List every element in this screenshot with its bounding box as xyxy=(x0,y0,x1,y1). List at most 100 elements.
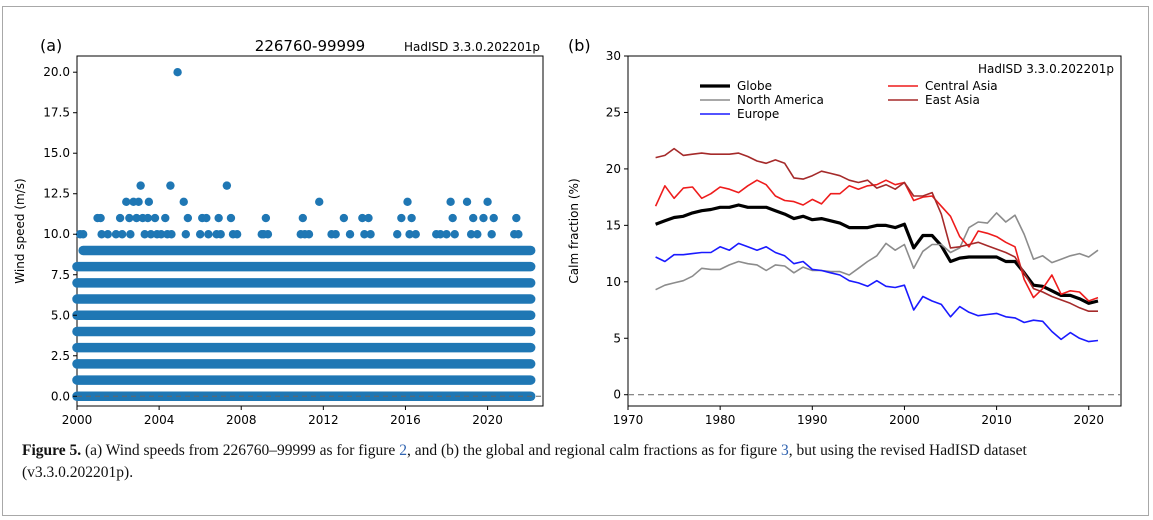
panel-a-scatter: 226760-99999 HadISD 3.3.0.202201p Wind s… xyxy=(13,37,544,427)
legend-label-europe: Europe xyxy=(737,107,779,121)
wind-point-75 xyxy=(473,230,482,239)
caption-text-3: , but using the revised HadISD dataset (… xyxy=(22,442,1027,481)
legend-label-globe: Globe xyxy=(737,79,772,93)
ytick-label-15: 15 xyxy=(606,218,621,232)
wind-point-11 xyxy=(126,230,135,239)
wind-point-57 xyxy=(360,230,369,239)
wind-point-32 xyxy=(195,230,205,239)
figure-frame xyxy=(2,6,1149,516)
panel-a-xticks: 2000 2004 2008 2012 2016 2020 xyxy=(62,406,503,427)
xtick-label-1990: 1990 xyxy=(797,413,828,427)
wind-point-37 xyxy=(214,213,223,223)
caption-text-1: (a) Wind speeds from 226760–99999 as for… xyxy=(81,442,400,459)
caption-text-2: , and (b) the global and regional calm f… xyxy=(406,442,781,459)
wind-point-69 xyxy=(446,197,455,207)
wind-point-40 xyxy=(226,213,236,223)
panel-b-series xyxy=(654,147,1099,343)
legend-label-central-asia: Central Asia xyxy=(925,79,998,93)
wind-point-76 xyxy=(479,213,488,223)
wind-point-42 xyxy=(232,230,242,239)
ytick-label-25: 25 xyxy=(606,105,621,119)
wind-point-35 xyxy=(204,230,213,239)
wind-point-34 xyxy=(202,213,211,223)
figure-2-link[interactable]: 2 xyxy=(399,442,407,459)
wind-point-65 xyxy=(411,230,420,239)
wind-point-74 xyxy=(469,213,478,223)
xtick-label-2000: 2000 xyxy=(62,413,93,427)
xtick-label-2010: 2010 xyxy=(981,413,1012,427)
wind-point-24 xyxy=(161,213,170,223)
figure-caption: Figure 5. (a) Wind speeds from 226760–99… xyxy=(22,440,1132,484)
wind-point-64 xyxy=(407,213,416,223)
wind-point-31 xyxy=(183,213,193,223)
wind-point-21 xyxy=(150,213,160,223)
wind-point-50 xyxy=(304,230,314,239)
series-line-central-asia xyxy=(654,179,1099,302)
wind-point-6 xyxy=(111,230,121,239)
wind-point-79 xyxy=(489,213,498,223)
panel-a-axes-frame xyxy=(76,55,544,407)
wind-point-58 xyxy=(364,213,373,223)
ytick-label-0.0: 0.0 xyxy=(51,389,70,403)
panel-a-title: 226760-99999 xyxy=(255,37,365,55)
series-line-europe xyxy=(655,242,1099,343)
xtick-label-2008: 2008 xyxy=(226,413,257,427)
wind-point-46 xyxy=(263,230,273,239)
ytick-label-5: 5 xyxy=(613,331,621,345)
wind-point-30 xyxy=(181,230,191,239)
figure-3-link[interactable]: 3 xyxy=(780,442,789,459)
wind-point-18 xyxy=(143,213,153,223)
ytick-label-2.5: 2.5 xyxy=(51,349,70,363)
panel-a-label: (a) xyxy=(40,36,62,55)
wind-point-4 xyxy=(97,230,106,239)
wind-point-72 xyxy=(462,197,472,207)
wind-point-39 xyxy=(222,181,232,190)
wind-point-5 xyxy=(103,230,112,239)
panel-a-annotation: HadISD 3.3.0.202201p xyxy=(404,40,540,54)
wind-point-73 xyxy=(466,230,476,239)
ytick-label-30: 30 xyxy=(606,49,621,63)
wind-point-23 xyxy=(156,230,166,239)
wind-point-78 xyxy=(487,230,496,239)
series-line-north-america xyxy=(655,212,1099,291)
wind-point-38 xyxy=(216,230,225,239)
ytick-label-15.0: 15.0 xyxy=(43,146,70,160)
xtick-label-2000: 2000 xyxy=(889,413,920,427)
wind-point-8 xyxy=(117,230,127,239)
wind-point-29 xyxy=(179,197,188,207)
wind-point-68 xyxy=(442,230,451,239)
xtick-label-2020: 2020 xyxy=(1073,413,1104,427)
ytick-label-20.0: 20.0 xyxy=(43,65,70,79)
caption-label: Figure 5. xyxy=(22,442,82,459)
wind-point-55 xyxy=(345,230,355,239)
ytick-label-12.5: 12.5 xyxy=(43,187,70,201)
wind-point-17 xyxy=(140,230,149,239)
wind-point-51 xyxy=(315,197,324,207)
wind-point-1 xyxy=(78,230,88,239)
xtick-label-1970: 1970 xyxy=(613,413,644,427)
wind-point-3 xyxy=(96,213,105,223)
xtick-label-2016: 2016 xyxy=(390,413,421,427)
wind-point-28 xyxy=(173,68,182,77)
wind-point-59 xyxy=(366,230,375,239)
xtick-label-1980: 1980 xyxy=(705,413,736,427)
panel-b-annotation: HadISD 3.3.0.202201p xyxy=(978,62,1114,76)
wind-point-60 xyxy=(393,230,402,239)
wind-point-9 xyxy=(122,197,131,207)
legend-label-north-america: North America xyxy=(737,93,824,107)
wind-point-53 xyxy=(331,230,340,239)
panel-b-ylabel: Calm fraction (%) xyxy=(567,178,581,283)
ytick-label-7.5: 7.5 xyxy=(51,268,70,282)
wind-point-56 xyxy=(358,213,367,223)
wind-point-14 xyxy=(134,197,143,207)
panel-b-yticks: 0 5 10 15 20 25 30 xyxy=(606,49,628,402)
ytick-label-10.0: 10.0 xyxy=(43,227,70,241)
wind-point-19 xyxy=(144,197,154,207)
panel-a-ylabel: Wind speed (m/s) xyxy=(13,178,27,283)
wind-point-13 xyxy=(132,213,141,223)
series-line-east-asia xyxy=(655,147,1098,312)
ytick-label-20: 20 xyxy=(606,162,621,176)
wind-point-77 xyxy=(483,197,492,207)
xtick-label-2004: 2004 xyxy=(144,413,175,427)
